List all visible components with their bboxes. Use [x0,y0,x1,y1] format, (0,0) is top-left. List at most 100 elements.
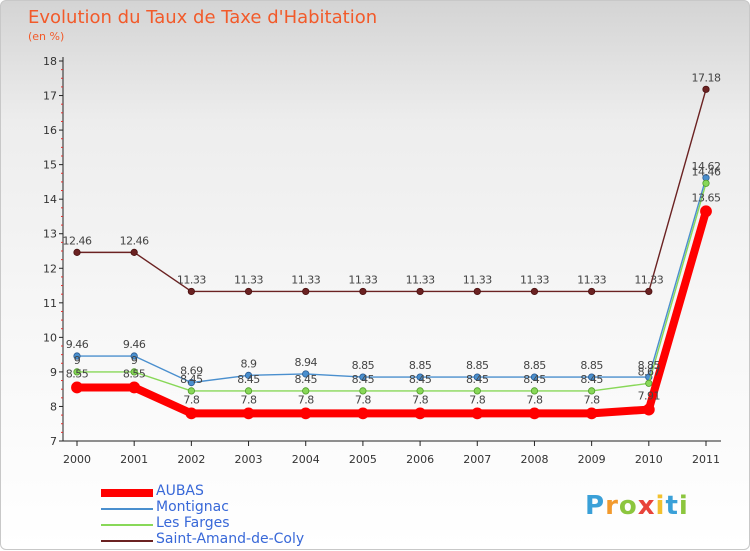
data-point-les-farges-2010 [645,379,653,387]
y-minor-tick [61,146,63,148]
data-point-saint-amand-de-coly-2010 [645,287,653,296]
data-point-aubas-2011 [700,205,712,218]
data-label-les-farges-2002: 8.45 [180,373,203,386]
data-point-montignac-2000 [73,352,81,360]
data-label-les-farges-2004: 8.45 [294,373,317,386]
y-minor-tick [61,310,63,312]
legend-swatch-aubas [101,489,153,497]
data-label-montignac-2008: 8.85 [523,359,546,372]
data-label-montignac-2011: 14.62 [692,160,721,173]
data-point-aubas-2004 [299,407,312,420]
series-line-les-farges [76,182,707,392]
data-point-saint-amand-de-coly-2011 [702,85,710,93]
series-line-montignac [76,177,707,384]
data-point-les-farges-2008 [530,387,539,395]
y-minor-tick [61,103,63,105]
data-label-montignac-2006: 8.85 [409,359,432,372]
y-minor-tick [61,345,63,347]
y-minor-tick [61,380,63,382]
data-label-les-farges-2003: 8.45 [237,373,260,386]
data-point-montignac-2004 [302,370,310,378]
data-point-les-farges-2002 [187,387,195,395]
data-label-les-farges-2001: 9 [131,354,138,367]
legend-swatch-saint-amand-de-coly [101,540,153,542]
data-point-montignac-2007 [473,373,481,381]
logo-letter: i [678,491,689,521]
y-tick-label-15: 15 [43,159,57,172]
x-tick-label-2003: 2003 [235,453,263,466]
y-tick-label-11: 11 [43,297,57,310]
y-tick-label-10: 10 [43,331,57,344]
data-label-montignac-2001: 9.46 [123,338,146,351]
data-label-les-farges-2005: 8.45 [352,373,375,386]
data-label-aubas-2000: 8.55 [66,367,89,380]
y-minor-tick [61,215,63,217]
data-label-montignac-2000: 9.46 [66,338,89,351]
data-label-les-farges-2006: 8.45 [409,373,432,386]
x-tick-label-2007: 2007 [463,453,491,466]
x-tick-label-2010: 2010 [635,453,663,466]
data-point-saint-amand-de-coly-2000 [73,248,81,256]
data-label-saint-amand-de-coly-2002: 11.33 [177,273,206,286]
y-minor-tick [61,172,63,174]
y-minor-tick [61,138,63,140]
y-minor-tick [61,259,63,261]
data-point-saint-amand-de-coly-2006 [416,287,424,296]
data-label-les-farges-2007: 8.45 [466,373,489,386]
data-point-aubas-2000 [71,381,83,394]
data-point-les-farges-2000 [73,368,81,376]
data-label-aubas-2002: 7.8 [183,393,199,406]
y-tick-label-12: 12 [43,262,57,275]
unit-label: (en %) [28,30,65,43]
legend-label-aubas: AUBAS [156,483,204,499]
legend-label-montignac: Montignac [156,499,229,515]
y-minor-tick [61,276,63,278]
data-point-les-farges-2006 [416,387,424,395]
y-tick-label-13: 13 [43,228,57,241]
data-label-aubas-2001: 8.55 [123,367,146,380]
data-point-aubas-2010 [642,403,655,416]
x-tick-label-2000: 2000 [63,453,91,466]
data-label-saint-amand-de-coly-2001: 12.46 [120,234,149,247]
data-point-aubas-2008 [528,407,541,420]
y-minor-tick [61,155,63,157]
data-point-les-farges-2001 [130,368,138,376]
data-label-les-farges-2010: 8.67 [638,365,661,378]
legend-label-saint-amand-de-coly: Saint-Amand-de-Coly [156,531,305,547]
data-label-aubas-2004: 7.8 [298,393,314,406]
y-minor-tick [61,86,63,88]
x-tick-label-2001: 2001 [120,453,148,466]
data-point-montignac-2008 [530,373,539,381]
x-tick-label-2005: 2005 [349,453,377,466]
data-label-aubas-2011: 13.65 [692,191,721,204]
data-label-montignac-2005: 8.85 [352,359,375,372]
logo-letter: o [618,491,638,521]
y-minor-tick [61,354,63,356]
data-point-les-farges-2007 [473,387,481,395]
data-label-montignac-2003: 8.9 [241,357,257,370]
data-label-montignac-2009: 8.85 [580,359,603,372]
legend-swatch-les-farges [101,524,153,526]
series-line-aubas [73,207,710,418]
data-point-aubas-2007 [471,407,484,420]
data-point-montignac-2002 [187,379,195,387]
y-tick-label-18: 18 [43,55,57,68]
logo-letter: r [605,491,619,521]
y-minor-tick [61,293,63,295]
data-label-saint-amand-de-coly-2010: 11.33 [634,273,663,286]
data-point-montignac-2005 [359,373,367,381]
x-tick-label-2011: 2011 [692,453,720,466]
data-point-montignac-2006 [416,373,424,381]
y-tick-label-7: 7 [50,435,57,448]
logo-letter: x [637,491,656,521]
x-tick-label-2009: 2009 [578,453,606,466]
data-label-saint-amand-de-coly-2003: 11.33 [234,273,263,286]
y-minor-tick [61,241,63,243]
data-label-les-farges-2000: 9 [74,354,81,367]
data-label-les-farges-2009: 8.45 [580,373,603,386]
data-point-les-farges-2004 [302,387,310,395]
data-point-aubas-2002 [185,407,198,420]
data-point-aubas-2005 [357,407,369,420]
